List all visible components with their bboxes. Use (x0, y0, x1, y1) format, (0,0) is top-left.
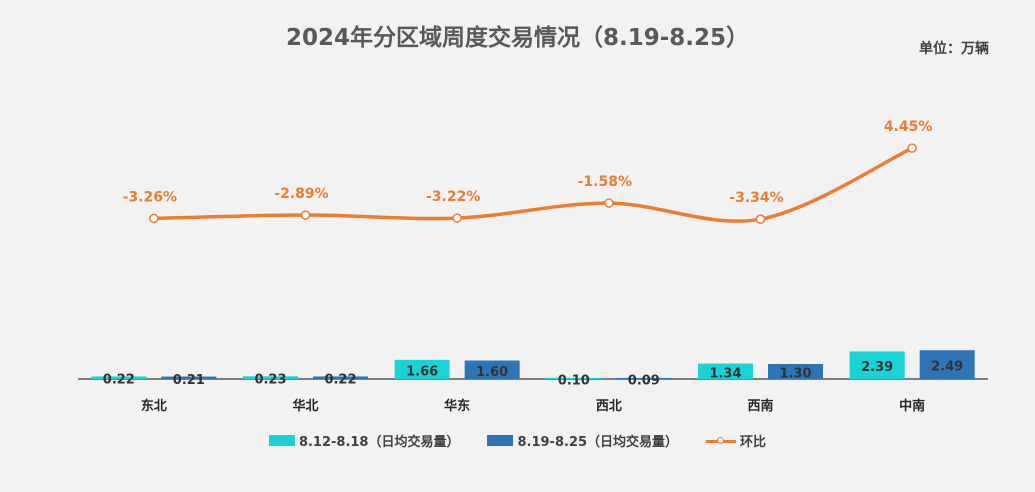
data-label-series-2-2: 1.60 (476, 365, 508, 380)
bar-series-2-4 (768, 363, 823, 379)
data-label-series-2-5: 2.49 (931, 360, 963, 375)
unit-label: 单位：万辆 (919, 41, 989, 57)
data-label-series-1-3: 0.10 (558, 373, 590, 388)
legend-item-ratio: 环比 (706, 431, 766, 450)
ratio-point-3 (604, 198, 614, 208)
data-label-series-2-3: 0.09 (628, 373, 660, 388)
bar-series-2-5 (919, 350, 975, 379)
x-tick-label-2: 华东 (444, 398, 470, 414)
data-label-series-1-4: 1.34 (709, 366, 741, 381)
data-label-series-2-0: 0.21 (173, 373, 205, 388)
ratio-line (152, 146, 914, 223)
x-tick-label-5: 中南 (899, 398, 925, 414)
legend-swatch-series-1 (268, 435, 295, 446)
data-label-series-1-1: 0.23 (254, 373, 286, 388)
bar-series-2-2 (464, 360, 520, 379)
ratio-label-0: -3.26% (123, 189, 177, 205)
data-label-series-1-2: 1.66 (406, 364, 438, 379)
legend-item-series-2: 8.19-8.25（日均交易量） (487, 431, 678, 450)
legend-swatch-series-2 (487, 435, 514, 446)
ratio-point-2 (452, 213, 462, 223)
data-label-series-2-1: 0.22 (324, 373, 356, 388)
bar-series-1-2 (394, 359, 450, 379)
legend-label-series-1: 8.12-8.18（日均交易量） (298, 435, 460, 450)
ratio-point-5 (907, 143, 917, 153)
ratio-label-1: -2.89% (274, 186, 328, 202)
legend-item-series-1: 8.12-8.18（日均交易量） (268, 431, 460, 450)
data-label-series-2-4: 1.30 (779, 366, 811, 381)
ratio-point-4 (755, 214, 766, 224)
x-tick-label-1: 华北 (292, 398, 318, 414)
bar-series-1-1 (243, 376, 298, 379)
bar-series-2-3 (616, 377, 672, 379)
data-label-series-1-5: 2.39 (861, 360, 893, 375)
bar-series-1-5 (849, 351, 905, 379)
legend-label-series-2: 8.19-8.25（日均交易量） (517, 435, 679, 450)
bar-series-1-0 (91, 376, 147, 379)
x-tick-label-3: 西北 (596, 399, 622, 414)
bar-series-1-4 (698, 363, 753, 379)
legend: 8.12-8.18（日均交易量） 8.19-8.25（日均交易量） 环比 (0, 431, 1035, 450)
bar-series-2-1 (313, 376, 368, 379)
x-tick-label-4: 西南 (747, 398, 773, 414)
ratio-label-2: -3.22% (426, 189, 480, 205)
data-label-series-1-0: 0.22 (103, 373, 135, 388)
ratio-point-0 (149, 213, 159, 224)
legend-label-ratio: 环比 (740, 435, 767, 450)
ratio-label-3: -1.58% (578, 174, 632, 190)
ratio-label-5: 4.45% (884, 119, 933, 135)
x-tick-label-0: 东北 (141, 398, 167, 414)
chart-title: 2024年分区域周度交易情况（8.19-8.25） (285, 25, 750, 51)
ratio-point-1 (300, 210, 311, 220)
legend-swatch-ratio (706, 434, 737, 448)
bar-series-2-0 (161, 376, 217, 379)
bar-series-1-3 (546, 377, 602, 379)
ratio-label-4: -3.34% (729, 190, 783, 206)
